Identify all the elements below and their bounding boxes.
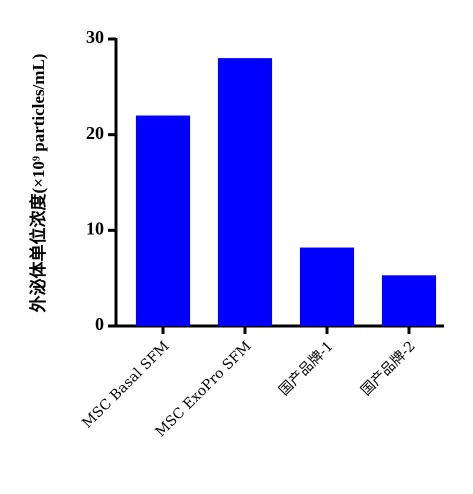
y-axis-label: 外泌体单位浓度(×10⁹ particles/mL) (28, 54, 48, 313)
bar (299, 247, 355, 326)
x-tick-label: 国产品牌-2 (357, 338, 418, 399)
x-tick-label: 国产品牌-1 (275, 338, 336, 399)
y-tick-label: 0 (95, 314, 104, 334)
x-tick-label: MSC Basal SFM (79, 338, 172, 431)
bar (381, 275, 437, 326)
bar (135, 115, 191, 327)
bar (217, 58, 273, 327)
y-tick-label: 30 (86, 27, 104, 47)
y-tick-label: 20 (86, 123, 104, 143)
y-tick-label: 10 (86, 218, 104, 238)
